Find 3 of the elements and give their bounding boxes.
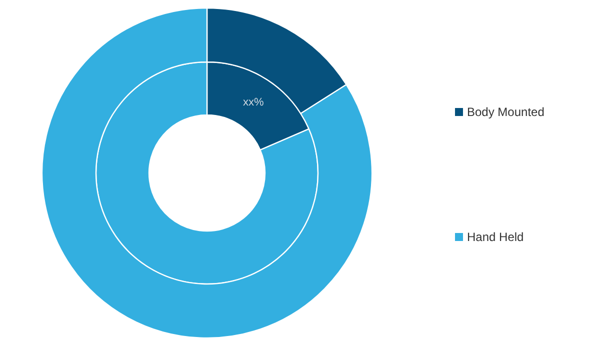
legend-label: Hand Held — [467, 230, 524, 244]
text: xx% — [243, 96, 264, 108]
legend-label: Body Mounted — [467, 105, 544, 119]
